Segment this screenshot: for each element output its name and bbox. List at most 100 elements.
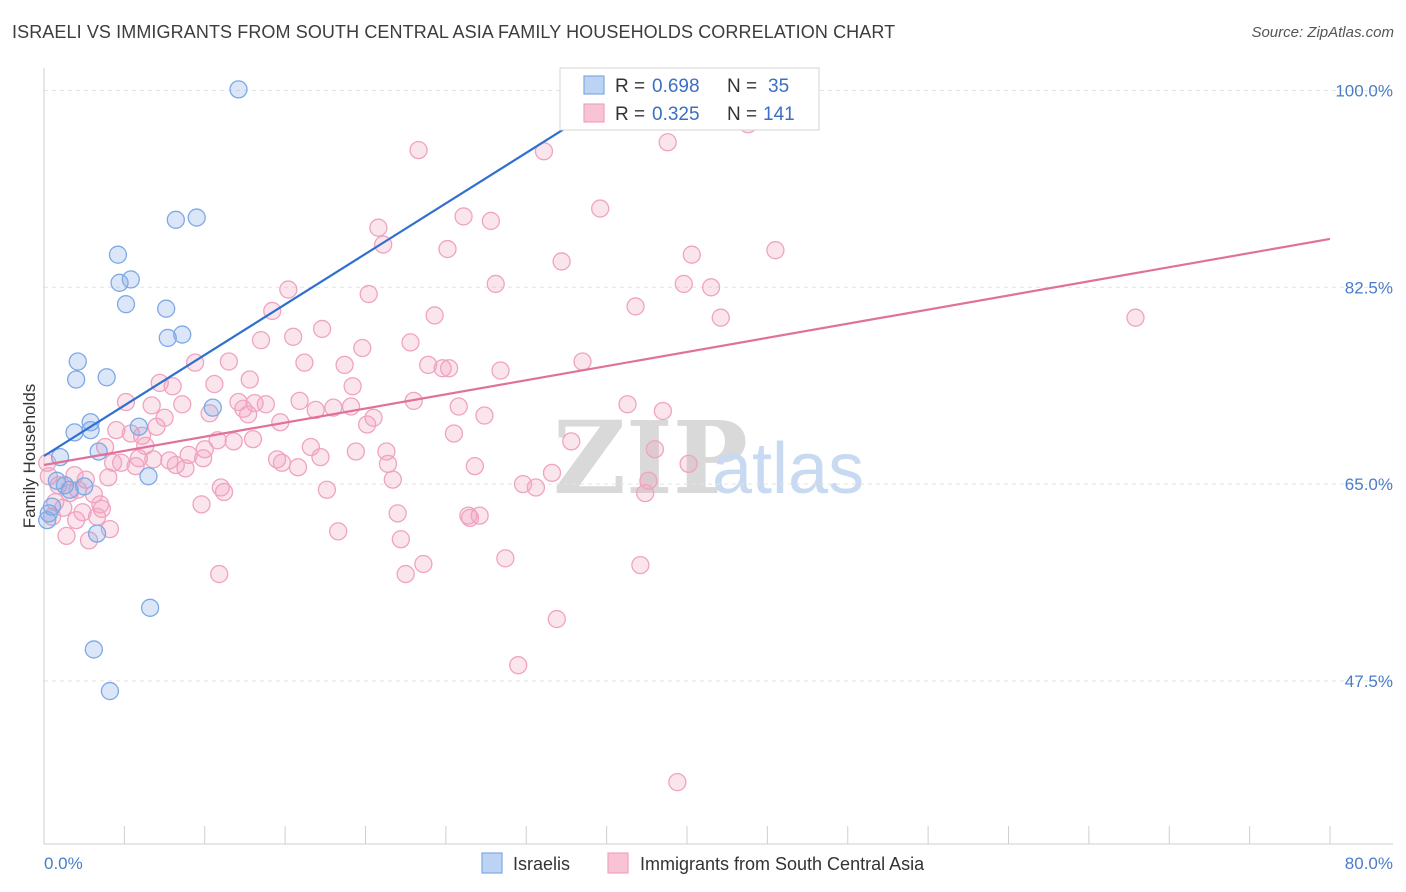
immigrants-point-132 — [343, 377, 362, 396]
israelis-point-18 — [116, 295, 136, 314]
israelis-point-17 — [110, 273, 129, 292]
immigrants-point-53 — [272, 453, 292, 472]
immigrants-point-82 — [425, 306, 444, 325]
y-axis-label: Family Households — [20, 384, 39, 529]
y-tick-label-1: 65.0% — [1345, 475, 1393, 494]
immigrants-point-79 — [409, 140, 428, 160]
immigrants-point-57 — [295, 353, 314, 372]
israelis-point-29 — [229, 80, 248, 99]
immigrants-point-107 — [626, 297, 645, 316]
immigrants-point-139 — [91, 495, 110, 514]
legend-r-label-1: R = — [615, 76, 645, 97]
immigrants-point-86 — [449, 397, 468, 416]
series-immigrants-points — [38, 115, 1145, 792]
immigrants-point-102 — [552, 252, 571, 271]
immigrants-point-37 — [192, 495, 211, 514]
israelis-point-27 — [187, 208, 206, 227]
immigrants-point-61 — [317, 480, 337, 499]
immigrants-point-76 — [396, 564, 415, 584]
chart-source: Source: ZipAtlas.com — [1251, 24, 1394, 41]
immigrants-point-63 — [329, 522, 348, 541]
bottom-legend-swatch-israelis — [481, 852, 503, 874]
trendline-israelis — [43, 76, 648, 457]
israelis-point-2 — [42, 497, 62, 516]
israelis-point-19 — [121, 270, 140, 289]
immigrants-point-60 — [312, 319, 332, 339]
israelis-point-8 — [68, 352, 87, 371]
bottom-legend-label-israelis: Israelis — [513, 854, 570, 874]
immigrants-point-134 — [377, 442, 396, 461]
israelis-point-7 — [67, 370, 86, 389]
immigrants-point-35 — [179, 445, 198, 465]
immigrants-point-114 — [668, 772, 687, 792]
immigrants-point-93 — [486, 274, 505, 294]
immigrants-point-11 — [76, 470, 95, 489]
series-legend: Israelis Immigrants from South Central A… — [481, 852, 925, 874]
immigrants-point-34 — [173, 395, 192, 414]
israelis-point-22 — [140, 598, 160, 617]
immigrants-point-117 — [682, 245, 701, 264]
immigrants-point-119 — [711, 308, 730, 327]
immigrants-point-104 — [573, 352, 592, 371]
immigrants-point-43 — [219, 352, 239, 371]
immigrants-point-113 — [658, 133, 677, 152]
immigrants-point-130 — [288, 458, 308, 477]
legend-r-value-1: 0.698 — [652, 76, 700, 97]
immigrants-point-75 — [391, 530, 411, 549]
immigrants-point-49 — [251, 331, 271, 350]
immigrants-point-81 — [419, 355, 438, 375]
israelis-point-21 — [139, 467, 158, 486]
immigrants-point-95 — [496, 549, 515, 568]
israelis-point-16 — [108, 245, 128, 264]
immigrants-point-70 — [369, 218, 388, 237]
immigrants-point-39 — [200, 404, 219, 423]
immigrants-point-137 — [176, 459, 195, 478]
immigrants-point-67 — [353, 338, 372, 358]
immigrants-point-80 — [414, 554, 433, 574]
legend-swatch-immigrants — [583, 103, 605, 123]
immigrants-point-44 — [224, 432, 243, 451]
immigrants-point-27 — [142, 396, 161, 415]
legend-n-label-2: N = — [727, 104, 757, 125]
correlation-legend: R = 0.698 N = 35 R = 0.325 N = 141 — [559, 67, 820, 131]
israelis-point-30 — [84, 640, 103, 659]
immigrants-point-136 — [144, 450, 163, 469]
immigrants-point-59 — [306, 400, 325, 420]
immigrants-point-56 — [290, 391, 309, 411]
legend-swatch-israelis — [583, 75, 605, 95]
immigrants-point-127 — [211, 478, 230, 497]
immigrants-point-131 — [311, 447, 330, 467]
immigrants-point-32 — [163, 377, 182, 396]
trendline-immigrants — [43, 237, 1331, 467]
immigrants-point-122 — [1126, 308, 1145, 327]
immigrants-point-66 — [346, 442, 366, 461]
legend-r-value-2: 0.325 — [652, 104, 700, 125]
watermark-atlas: atlas — [712, 429, 864, 509]
legend-n-value-2: 141 — [763, 104, 795, 125]
immigrants-point-64 — [335, 355, 354, 375]
immigrants-point-123 — [459, 506, 478, 525]
immigrants-point-133 — [357, 415, 377, 434]
israelis-point-20 — [129, 417, 148, 436]
legend-n-label-1: N = — [727, 76, 757, 97]
legend-r-label-2: R = — [615, 104, 645, 125]
bottom-legend-label-immigrants: Immigrants from South Central Asia — [640, 854, 925, 874]
chart-title: ISRAELI VS IMMIGRANTS FROM SOUTH CENTRAL… — [12, 22, 896, 42]
immigrants-point-6 — [57, 526, 76, 545]
immigrants-point-33 — [166, 455, 185, 475]
immigrants-point-89 — [465, 456, 484, 476]
israelis-point-23 — [157, 299, 176, 318]
immigrants-point-17 — [99, 468, 118, 487]
immigrants-point-85 — [444, 424, 464, 443]
immigrants-point-124 — [439, 359, 459, 378]
immigrants-point-140 — [239, 405, 258, 424]
immigrants-point-87 — [454, 207, 473, 226]
immigrants-point-73 — [383, 470, 402, 489]
immigrants-point-125 — [193, 449, 213, 468]
israelis-point-14 — [97, 368, 116, 387]
immigrants-point-105 — [591, 199, 610, 218]
immigrants-point-118 — [701, 278, 721, 297]
immigrants-point-19 — [107, 420, 126, 440]
watermark-zip: ZIP — [553, 399, 748, 517]
